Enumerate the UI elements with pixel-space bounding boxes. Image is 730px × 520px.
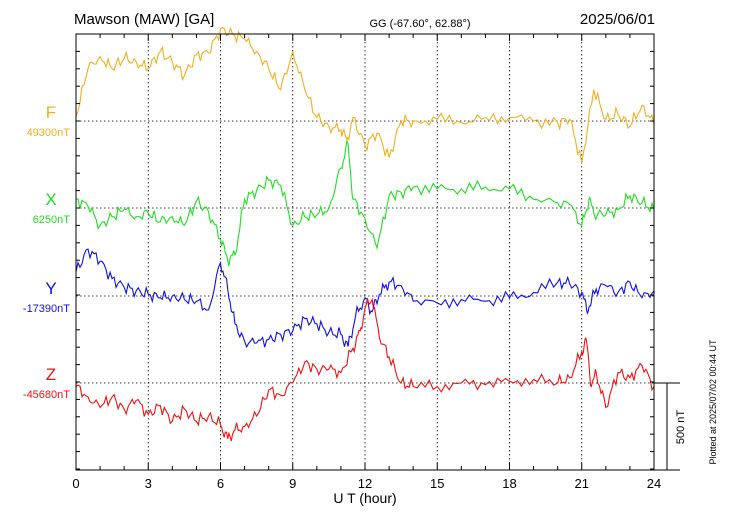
x-axis-label: U T (hour) [333,490,396,506]
baseline-label-z: -45680nT [23,389,70,401]
series-name-z: Z [46,365,56,384]
x-tick-label: 6 [217,476,224,491]
station-coordinates: GG (-67.60°, 62.88°) [369,18,470,30]
trace-z [75,297,655,442]
series-labels: F 49300nT X 6250nT Y -17390nT Z -45680nT [23,103,70,401]
series-name-f: F [46,103,56,122]
scale-bar: 500 nT [654,382,687,471]
series-name-x: X [45,190,56,209]
x-tick-label: 12 [358,476,372,491]
x-tick-label: 9 [289,476,296,491]
trace-x [75,139,655,267]
plotted-at-note: Plotted at 2025/07/02 00:44 UT [708,339,718,465]
scale-bar-label: 500 nT [675,410,687,445]
x-tick-label: 15 [430,476,444,491]
x-tick-label: 21 [575,476,589,491]
baseline-label-f: 49300nT [27,127,71,139]
baseline-label-y: -17390nT [23,303,70,315]
trace-y [75,248,655,349]
traces [75,26,655,442]
x-tick-label: 0 [72,476,79,491]
axis-ticks: 0 3 6 9 12 15 18 21 24 [72,33,661,491]
trace-f [75,26,655,163]
station-title: Mawson (MAW) [GA] [74,11,214,28]
baseline-label-x: 6250nT [33,214,71,226]
x-tick-label: 3 [145,476,152,491]
series-name-y: Y [45,279,56,298]
plot-date: 2025/06/01 [580,11,655,28]
x-tick-label: 24 [647,476,661,491]
grid [76,34,654,470]
x-tick-label: 18 [502,476,516,491]
